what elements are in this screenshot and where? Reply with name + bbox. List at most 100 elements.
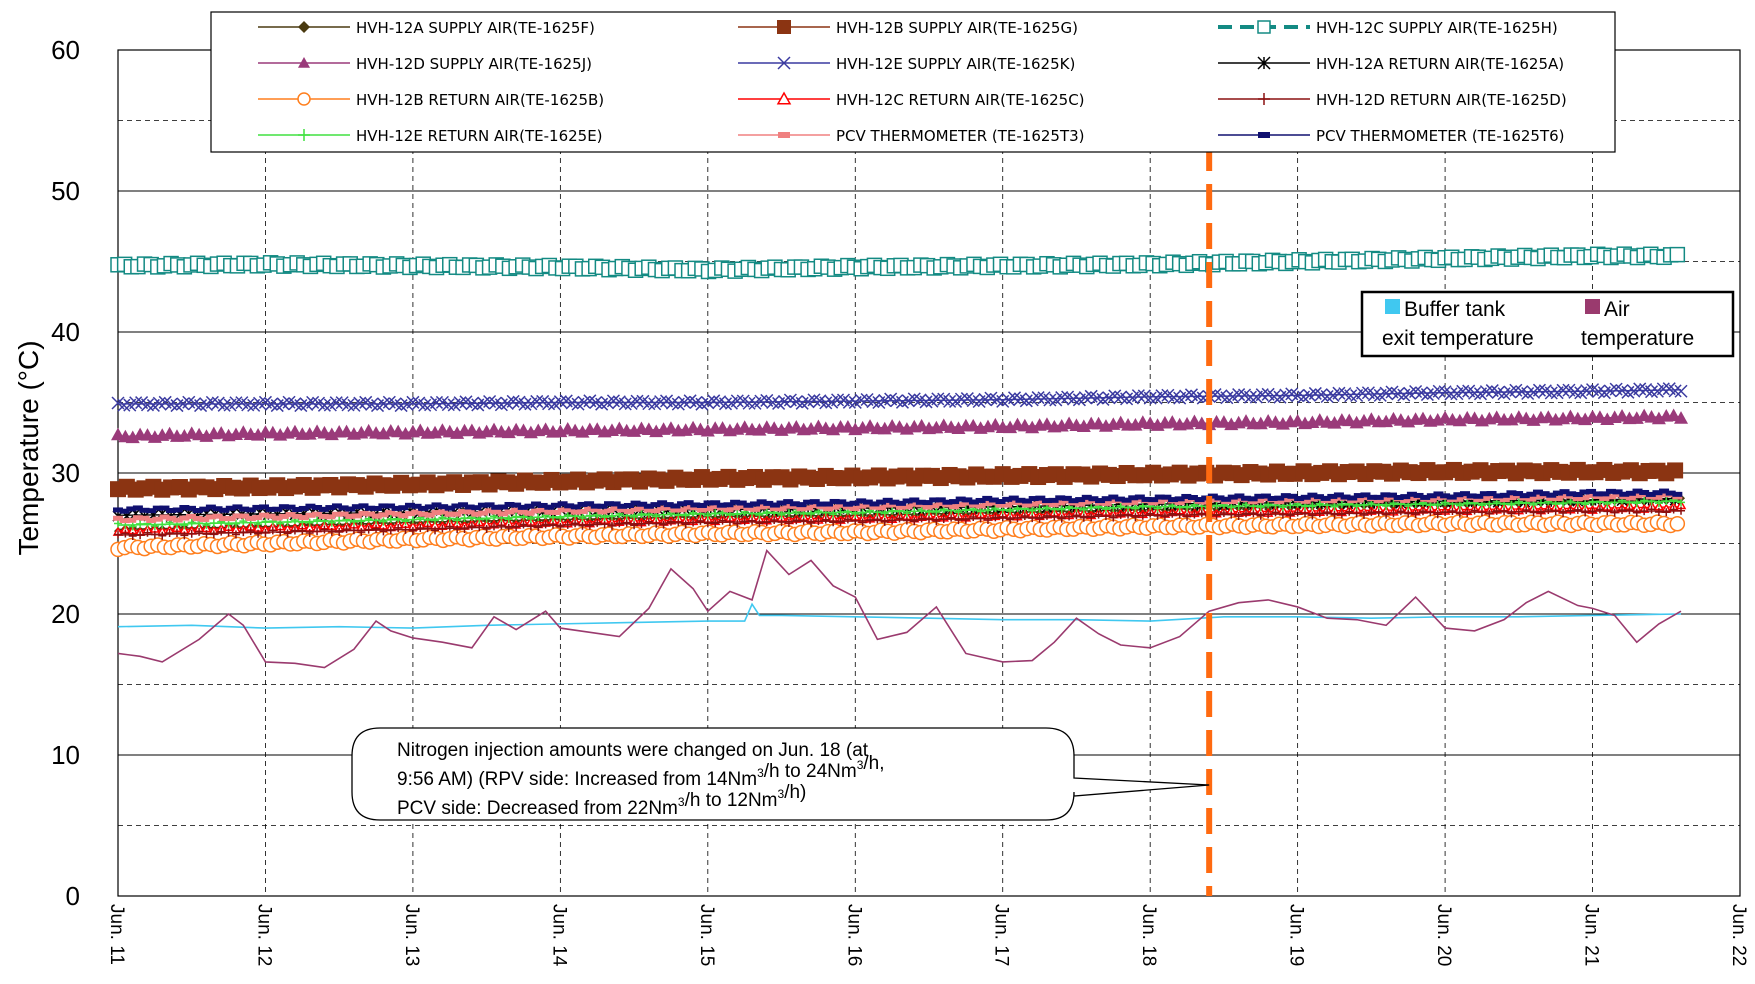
series-marker: [584, 501, 595, 507]
series-marker: [358, 503, 369, 509]
series-marker: [803, 505, 814, 511]
series-marker: [670, 503, 681, 509]
series-marker: [718, 397, 733, 411]
series-marker: [907, 392, 921, 406]
series-marker: [754, 394, 768, 408]
series-marker: [1065, 512, 1074, 521]
series-marker: [1647, 505, 1656, 514]
series-marker: [1234, 496, 1245, 502]
legend-item: HVH-12E RETURN AIR(TE-1625E): [258, 127, 603, 145]
series-marker: [1603, 507, 1612, 516]
series-marker: [353, 396, 367, 410]
series-marker: [438, 513, 447, 522]
series-marker: [954, 516, 963, 525]
series-marker: [482, 514, 491, 523]
text-part: /h to 24Nm: [764, 761, 857, 782]
series-marker: [401, 525, 410, 534]
series-marker: [723, 507, 734, 513]
series-marker: [114, 519, 122, 528]
series-marker: [1665, 490, 1676, 496]
series-marker: [915, 502, 926, 508]
series-marker: [217, 398, 231, 412]
series-marker: [1544, 386, 1558, 400]
series-marker: [1420, 494, 1431, 500]
series-marker: [484, 502, 495, 508]
series-marker: [1581, 508, 1590, 517]
series-marker: [371, 505, 382, 511]
legend-label: HVH-12C RETURN AIR(TE-1625C): [836, 91, 1085, 109]
series-marker: [418, 505, 429, 511]
series-marker: [1234, 512, 1243, 521]
series-marker: [1109, 503, 1118, 512]
series-marker: [1043, 393, 1057, 407]
series-marker: [851, 509, 860, 518]
series-marker: [1320, 495, 1331, 501]
series-marker: [1227, 510, 1236, 519]
series-marker: [703, 519, 712, 528]
series-marker: [143, 528, 152, 537]
series-4: [111, 382, 1688, 413]
series-marker: [1592, 493, 1603, 499]
series-marker: [831, 393, 845, 407]
series-marker: [379, 527, 388, 536]
series-marker: [1559, 509, 1568, 518]
series-marker: [1640, 507, 1649, 516]
series-marker: [578, 513, 587, 522]
series-marker: [557, 501, 568, 507]
series-marker: [1544, 506, 1553, 515]
series-marker: [1300, 498, 1311, 504]
series-marker: [1605, 488, 1616, 494]
series-marker: [179, 515, 190, 521]
series-marker: [1028, 506, 1037, 515]
series-marker: [298, 129, 310, 141]
series-marker: [910, 517, 919, 526]
series-marker: [748, 516, 757, 525]
series-marker: [1141, 496, 1152, 502]
series-marker: [1418, 507, 1427, 516]
series-marker: [329, 396, 343, 410]
series-marker: [1406, 491, 1417, 497]
series-marker: [1404, 509, 1413, 518]
series-marker: [807, 519, 816, 528]
series-marker: [1640, 496, 1649, 505]
series-marker: [663, 505, 674, 511]
series-marker: [349, 517, 358, 526]
series-marker: [214, 426, 229, 439]
series-marker: [1677, 498, 1686, 507]
series-marker: [245, 515, 256, 521]
series-marker: [763, 503, 774, 509]
series-marker: [512, 512, 521, 521]
x-tick-label: Jun. 15: [696, 904, 717, 966]
series-marker: [1146, 509, 1155, 518]
series-marker: [229, 396, 243, 410]
superscript: 3: [778, 787, 785, 801]
series-marker: [1546, 495, 1557, 501]
series-marker: [856, 498, 867, 504]
series-marker: [563, 511, 572, 520]
series-marker: [578, 521, 587, 530]
series-marker: [136, 519, 145, 528]
series-marker: [888, 506, 897, 515]
series-marker: [1314, 494, 1325, 500]
series-marker: [1374, 508, 1383, 517]
series-marker: [1572, 492, 1583, 498]
series-marker: [1075, 497, 1086, 503]
series-marker: [1087, 513, 1096, 522]
legend-item: HVH-12A SUPPLY AIR(TE-1625F): [258, 19, 595, 37]
series-marker: [1035, 499, 1046, 505]
series-marker: [1468, 386, 1482, 400]
series-marker: [1333, 492, 1344, 498]
series-marker: [1466, 493, 1477, 499]
series-marker: [610, 505, 621, 511]
series-marker: [411, 503, 422, 509]
series-marker: [778, 132, 790, 138]
series-marker: [1625, 506, 1634, 515]
series-marker: [1455, 501, 1464, 510]
series-marker: [550, 509, 561, 515]
series-marker: [506, 394, 520, 408]
series-marker: [150, 530, 159, 539]
series-marker: [460, 514, 469, 523]
series-marker: [246, 527, 255, 536]
series-marker: [1258, 93, 1270, 105]
series-marker: [394, 523, 403, 532]
